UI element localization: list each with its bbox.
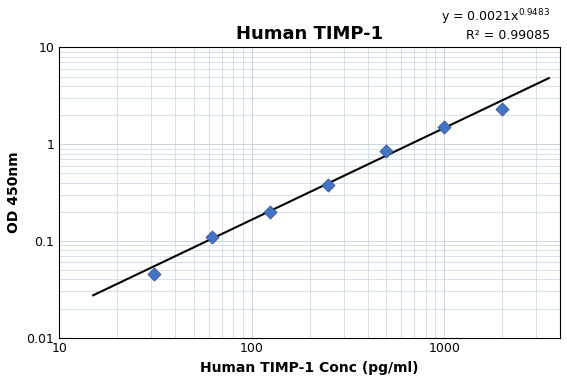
Point [150,270,159,277]
Point [266,209,275,215]
Text: y = 0.0021x$^{0.9483}$
R² = 0.99085: y = 0.0021x$^{0.9483}$ R² = 0.99085 [441,7,550,42]
Y-axis label: OD 450nm: OD 450nm [7,152,21,233]
Point [208,234,217,240]
Point [382,148,391,154]
Point [439,124,448,130]
X-axis label: Human TIMP-1 Conc (pg/ml): Human TIMP-1 Conc (pg/ml) [200,361,419,375]
Point [324,182,333,188]
Title: Human TIMP-1: Human TIMP-1 [236,25,383,43]
Point [498,106,507,112]
